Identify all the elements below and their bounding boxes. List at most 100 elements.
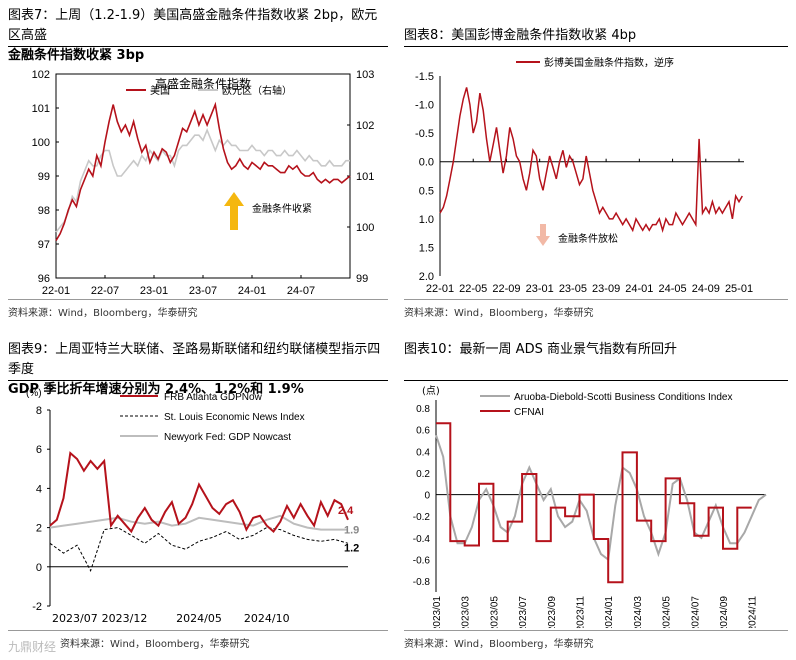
watermark: 九鼎财经 [8,640,57,654]
y-tick-label-left: 96 [38,273,50,285]
y-tick-label: 6 [36,444,42,456]
y-tick-label: -0.4 [413,534,431,545]
y-tick-label: 2.0 [419,271,434,283]
y-tick-label-left: 99 [38,171,50,183]
chart10-source: 资料来源：Wind，Bloomberg，华泰研究 [404,639,594,650]
end-label-nyfed: 1.9 [344,525,359,537]
y-tick-label-left: 97 [38,239,50,251]
y-tick-label: -1.0 [415,100,434,112]
chart9-svg: (%) 8 6 4 2 0 -2 2023/07 2023/12 2024/05 2024/10 FR… [26,388,359,625]
y-tick-label: 1.5 [419,242,434,254]
y-tick-label-right: 101 [356,171,374,183]
chart7-title: 图表7：上周（1.2-1.9）美国高盛金融条件指数收紧 2bp，欧元区高盛 金融… [8,6,388,66]
series-line-nyfed [49,514,348,531]
series-line-us [55,101,351,242]
x-tick-label: 2024/05 [662,596,673,628]
y-tick-label-right: 99 [356,273,368,285]
divider [404,299,788,300]
divider [8,46,388,47]
x-tick-label: 2023/07 [518,596,529,628]
y-tick-label-right: 102 [356,120,374,132]
y-tick-label: -0.5 [415,128,434,140]
y-tick-label-left: 101 [32,103,50,115]
x-tick-label: 22-05 [459,283,487,295]
chart7-title-line1: 图表7：上周（1.2-1.9）美国高盛金融条件指数收紧 2bp，欧元区高盛 [8,8,378,43]
y-tick-label: 0.2 [416,469,430,480]
legend-label-cfnai: CFNAI [514,407,544,418]
x-tick-label: 23-07 [189,285,217,296]
y-tick-label: 1.0 [419,214,434,226]
x-tick-label: 2023/03 [461,596,472,628]
chart-title: 高盛金融条件指数 [155,76,251,91]
x-tick-label: 23-05 [559,283,587,295]
y-tick-label-right: 103 [356,69,374,81]
x-tick-label: 24-01 [238,285,266,296]
y-tick-label: -0.8 [413,577,431,588]
y-tick-label: 0.4 [416,447,430,458]
y-tick-label: 0.8 [416,404,430,415]
x-tick-label: 24-05 [658,283,686,295]
y-tick-label: 0.6 [416,426,430,437]
chart8-svg: -1.5 -1.0 -0.5 0.0 0.5 1.0 1.5 2.022-01 22-05 22-… [415,56,753,295]
legend-label-euro: 欧元区（右轴） [222,84,292,97]
x-tick-label: 2024/03 [633,596,644,628]
legend-label-stlouis: St. Louis Economic News Index [164,412,305,423]
chart8-title: 图表8：美国彭博金融条件指数收紧 4bp [404,28,637,43]
x-tick-label: 2023/12 [102,612,148,625]
x-tick-label: 23-01 [526,283,554,295]
x-tick-label: 23-09 [592,283,620,295]
y-tick-label: -2 [32,601,42,613]
y-tick-label: 2 [36,523,42,535]
x-tick-label: 2024/05 [176,612,222,625]
x-tick-label: 2023/05 [489,596,500,628]
x-tick-label: 2023/07 [52,612,98,625]
end-label-stlouis: 1.2 [344,542,359,554]
x-tick-label: 24-07 [287,285,315,296]
series-line-euro-area [55,127,350,233]
y-tick-label: -0.6 [413,556,431,567]
chart9-title: 图表9：上周亚特兰大联储、圣路易斯联储和纽约联储模型指示四季度 GDP 季比折年… [8,340,388,400]
chart7-title-line2: 金融条件指数收紧 3bp [8,48,145,63]
chart7: 102 101 100 99 98 97 96 103 102 101 100 99 22-01 22-0… [8,50,396,296]
x-tick-label: 22-07 [91,285,119,296]
legend-label-nyfed: Newyork Fed: GDP Nowcast [164,432,291,443]
x-tick-label: 2023/11 [575,596,586,628]
chart7-source: 资料来源：Wind，Bloomberg，华泰研究 [8,308,198,319]
y-tick-label-right: 100 [356,222,374,234]
chart9-source: 资料来源：Wind，Bloomberg，华泰研究 [60,639,250,650]
series-line-cfnai [436,422,752,584]
divider [8,630,388,631]
series-line-ads [435,434,767,562]
annotation-label: 金融条件收紧 [252,202,312,215]
unit-label: (点) [422,385,440,397]
y-tick-label: 0 [36,562,42,574]
chart9-title-line2: GDP 季比折年增速分别为 2.4%、1.2%和 1.9% [8,382,304,397]
x-tick-label: 2024/07 [690,596,701,628]
y-tick-label: 4 [36,483,42,495]
y-tick-label: 0.0 [419,157,434,169]
chart9: (%) 8 6 4 2 0 -2 2023/07 2023/12 2024/05 2024/10 FR… [8,382,396,628]
x-tick-label: 22-01 [426,283,454,295]
end-label-atlanta: 2.4 [338,505,354,517]
y-tick-label: 0 [424,491,430,502]
x-tick-label: 23-01 [140,285,168,296]
unit-label: (%) [26,388,42,399]
y-tick-label: 8 [36,405,42,417]
y-tick-label-left: 100 [32,137,50,149]
legend-label-ads: Aruoba-Diebold-Scotti Business Condition… [514,392,732,403]
x-tick-label: 2024/10 [244,612,290,625]
x-tick-label: 25-01 [725,283,753,295]
chart8-source: 资料来源：Wind，Bloomberg，华泰研究 [404,308,594,319]
legend-label-atlanta: FRB Atlanta GDPNow [164,392,263,403]
x-tick-label: 2024/09 [719,596,730,628]
chart7-svg: 102 101 100 99 98 97 96 103 102 101 100 99 22-01 22-0… [32,69,375,296]
x-tick-label: 2024/11 [748,596,759,628]
divider [8,299,388,300]
y-tick-label-left: 102 [32,69,50,81]
annotation-label: 金融条件放松 [558,232,618,245]
divider [404,630,788,631]
x-tick-label: 22-09 [492,283,520,295]
x-tick-label: 2024/01 [604,596,615,628]
arrow-down-icon [536,224,550,246]
